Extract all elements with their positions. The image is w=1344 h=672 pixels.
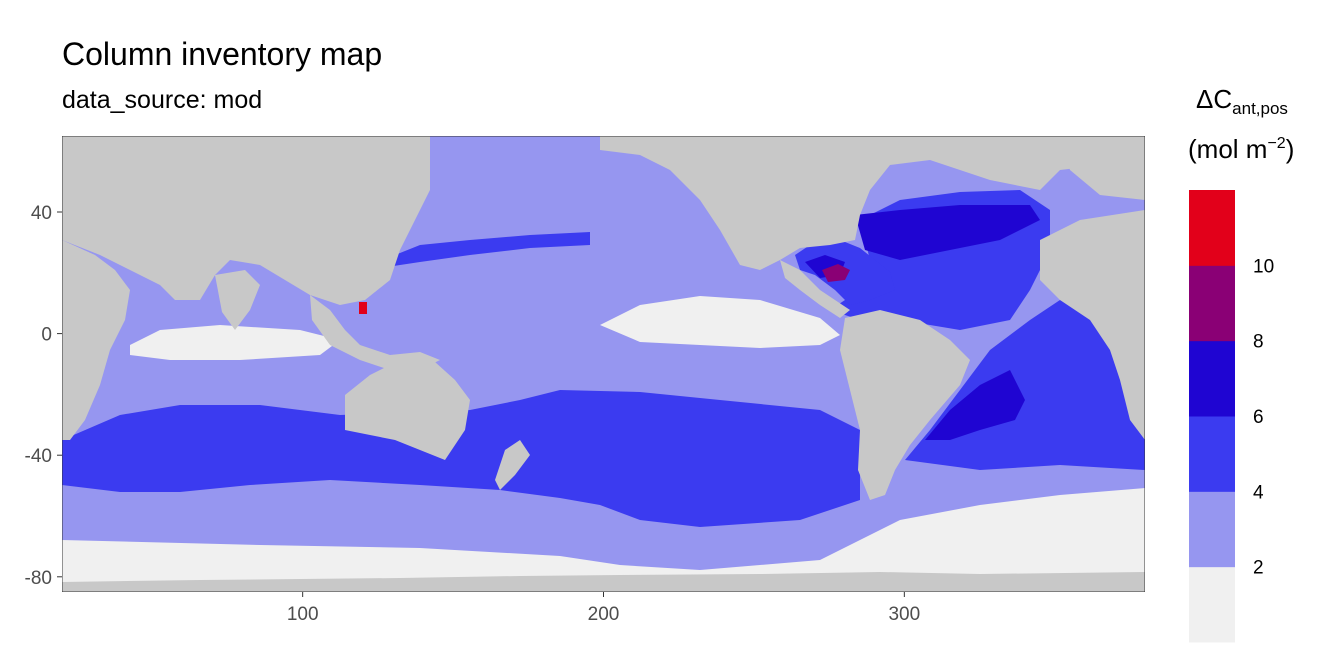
x-tick-label: 200 [588, 604, 620, 625]
legend-tick-label: 4 [1253, 482, 1264, 503]
y-axis: 40 0 -40 -80 [25, 203, 62, 589]
land-africa [62, 240, 130, 440]
legend-unit: (mol m−2) [1188, 134, 1295, 164]
legend-tick-label: 2 [1253, 558, 1264, 579]
chart-subtitle: data_source: mod [62, 86, 263, 114]
chart-title: Column inventory map [62, 36, 383, 72]
legend-title-sub: ant,pos [1232, 99, 1288, 118]
land-seasia [310, 295, 440, 370]
legend-tick-label: 10 [1253, 256, 1274, 277]
legend-colorbar [1189, 190, 1235, 643]
y-tick-label: -80 [25, 568, 52, 589]
land-india [215, 270, 260, 330]
north-atlantic-core [855, 205, 1040, 260]
y-tick-label: -40 [25, 446, 52, 467]
southern-ocean-low-band [62, 488, 1145, 592]
y-tick-label: 0 [41, 325, 52, 346]
legend-title-main: ΔC [1196, 84, 1233, 114]
land-australia [345, 360, 470, 460]
y-tick-label: 40 [31, 203, 52, 224]
north-pacific-band [370, 232, 590, 268]
legend-swatch [1189, 416, 1235, 492]
indian-ocean-low [130, 325, 340, 360]
x-tick-label: 100 [287, 604, 319, 625]
land-europe-africa-east [1040, 210, 1145, 440]
south-china-sea-hotspot [359, 302, 367, 314]
land-eurasia [62, 136, 430, 305]
legend-unit-exp: −2 [1267, 135, 1286, 152]
caribbean-hotspot [822, 264, 850, 282]
legend-swatch [1189, 566, 1235, 643]
legend-tick-label: 8 [1253, 332, 1264, 353]
land-masses [62, 136, 1145, 592]
equatorial-pacific-low [600, 296, 840, 348]
land-central-america [780, 260, 850, 318]
x-axis: 100 200 300 [287, 592, 920, 625]
land-south-america [840, 310, 970, 500]
legend-swatch [1189, 491, 1235, 568]
legend-tick-label: 6 [1253, 407, 1264, 428]
x-tick-label: 300 [888, 604, 920, 625]
land-antarctica [62, 572, 1145, 592]
south-atlantic-core [925, 370, 1025, 440]
legend-title: ΔCant,pos [1196, 86, 1288, 117]
legend-ticks: 2 4 6 8 10 [1253, 256, 1274, 578]
southern-ocean-band [62, 390, 860, 527]
legend-unit-open: (mol m [1188, 134, 1268, 164]
legend-unit-close: ) [1285, 134, 1295, 164]
land-north-america [600, 136, 1145, 270]
land-new-zealand [495, 440, 530, 490]
legend-swatch [1189, 190, 1235, 266]
legend-swatch [1189, 340, 1235, 417]
land-greenland [1060, 136, 1145, 200]
legend-swatch [1189, 265, 1235, 342]
map-panel [62, 136, 1145, 592]
